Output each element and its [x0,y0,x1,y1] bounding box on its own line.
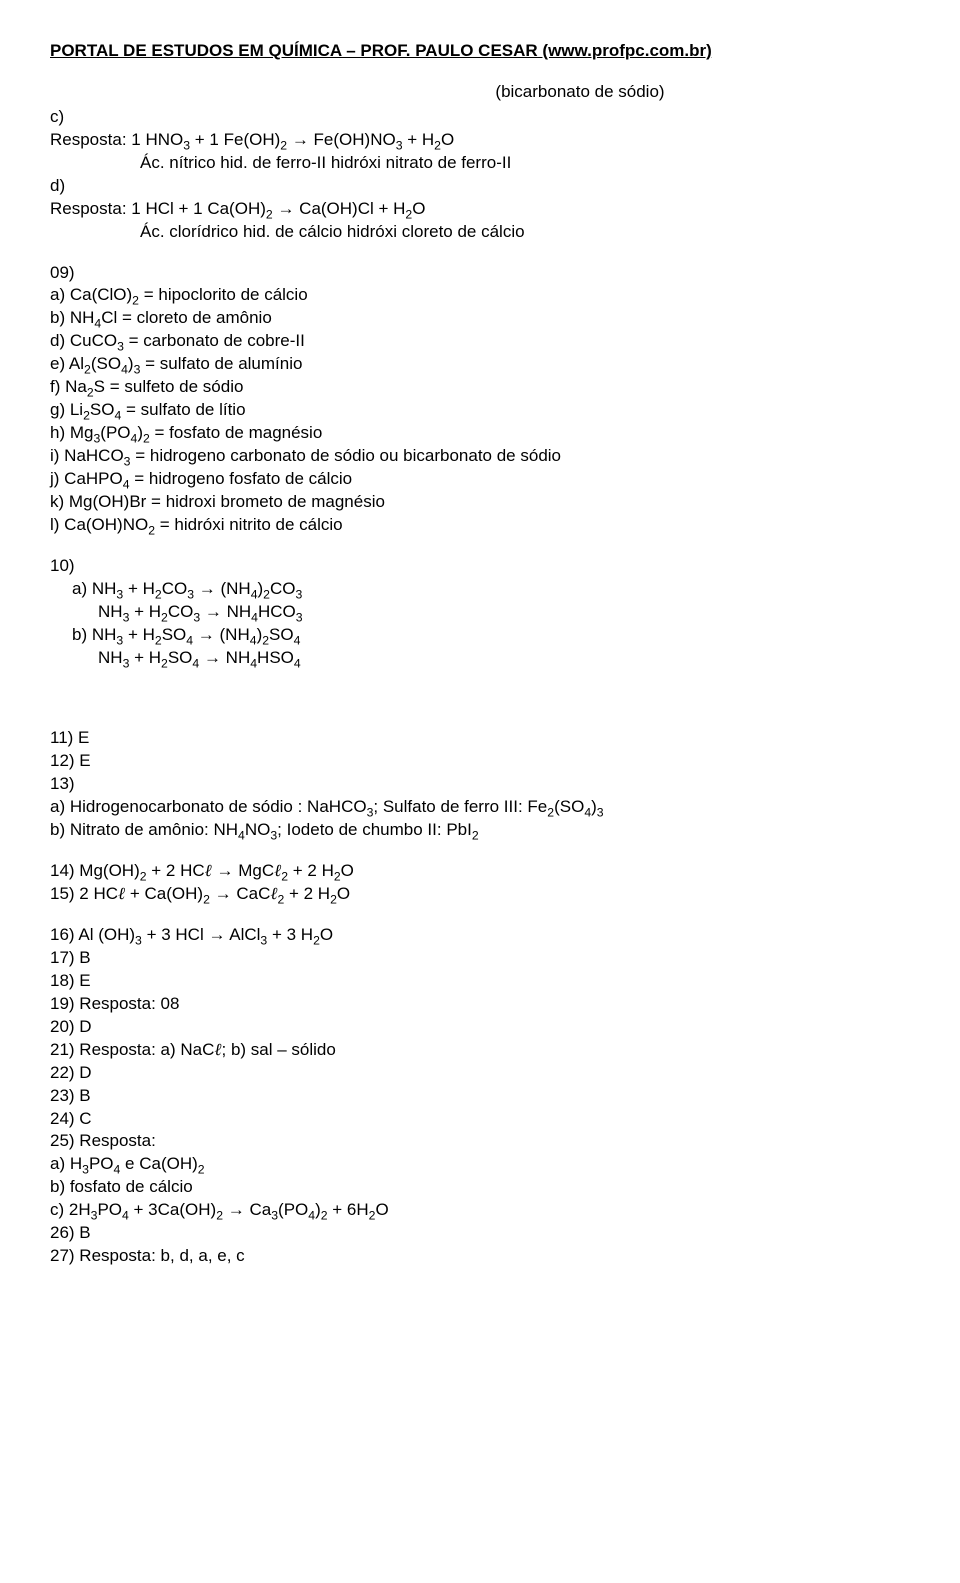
item-d-answer: Resposta: 1 HCl + 1 Ca(OH)2 → Ca(OH)Cl +… [50,198,910,221]
q26: 26) B [50,1222,910,1245]
item-c-sub: Ác. nítrico hid. de ferro-II hidróxi nit… [140,152,910,175]
q22: 22) D [50,1062,910,1085]
q14: 14) Mg(OH)2 + 2 HCℓ → MgCℓ2 + 2 H2O [50,860,910,883]
q23: 23) B [50,1085,910,1108]
q19: 19) Resposta: 08 [50,993,910,1016]
q10-b2: NH3 + H2SO4 → NH4HSO4 [98,647,910,670]
q09-label: 09) [50,262,910,285]
item-c-label: c) [50,106,910,129]
q27: 27) Resposta: b, d, a, e, c [50,1245,910,1268]
item-c-answer: Resposta: 1 HNO3 + 1 Fe(OH)2 → Fe(OH)NO3… [50,129,910,152]
q10-b1: b) NH3 + H2SO4 → (NH4)2SO4 [72,624,910,647]
q15: 15) 2 HCℓ + Ca(OH)2 → CaCℓ2 + 2 H2O [50,883,910,906]
item-d-label: d) [50,175,910,198]
page-header: PORTAL DE ESTUDOS EM QUÍMICA – PROF. PAU… [50,40,910,63]
q16: 16) Al (OH)3 + 3 HCl → AlCl3 + 3 H2O [50,924,910,947]
q09-a: a) Ca(ClO)2 = hipoclorito de cálcio [50,284,910,307]
q17: 17) B [50,947,910,970]
q09-g: g) Li2SO4 = sulfato de lítio [50,399,910,422]
bicarb-note: (bicarbonato de sódio) [250,81,910,104]
q12: 12) E [50,750,910,773]
q09-h: h) Mg3(PO4)2 = fosfato de magnésio [50,422,910,445]
q25-label: 25) Resposta: [50,1130,910,1153]
q09-f: f) Na2S = sulfeto de sódio [50,376,910,399]
item-d-sub: Ác. clorídrico hid. de cálcio hidróxi cl… [140,221,910,244]
q18: 18) E [50,970,910,993]
q21: 21) Resposta: a) NaCℓ; b) sal – sólido [50,1039,910,1062]
q09-e: e) Al2(SO4)3 = sulfato de alumínio [50,353,910,376]
q09-l: l) Ca(OH)NO2 = hidróxi nitrito de cálcio [50,514,910,537]
q20: 20) D [50,1016,910,1039]
q13-b: b) Nitrato de amônio: NH4NO3; Iodeto de … [50,819,910,842]
q25-b: b) fosfato de cálcio [50,1176,910,1199]
q09-b: b) NH4Cl = cloreto de amônio [50,307,910,330]
q09-d: d) CuCO3 = carbonato de cobre-II [50,330,910,353]
q24: 24) C [50,1108,910,1131]
q25-a: a) H3PO4 e Ca(OH)2 [50,1153,910,1176]
q09-k: k) Mg(OH)Br = hidroxi brometo de magnési… [50,491,910,514]
q13-a: a) Hidrogenocarbonato de sódio : NaHCO3;… [50,796,910,819]
q13-label: 13) [50,773,910,796]
q09-i: i) NaHCO3 = hidrogeno carbonato de sódio… [50,445,910,468]
q10-label: 10) [50,555,910,578]
q10-a1: a) NH3 + H2CO3 → (NH4)2CO3 [72,578,910,601]
q09-j: j) CaHPO4 = hidrogeno fosfato de cálcio [50,468,910,491]
q25-c: c) 2H3PO4 + 3Ca(OH)2 → Ca3(PO4)2 + 6H2O [50,1199,910,1222]
q10-a2: NH3 + H2CO3 → NH4HCO3 [98,601,910,624]
q11: 11) E [50,727,910,750]
